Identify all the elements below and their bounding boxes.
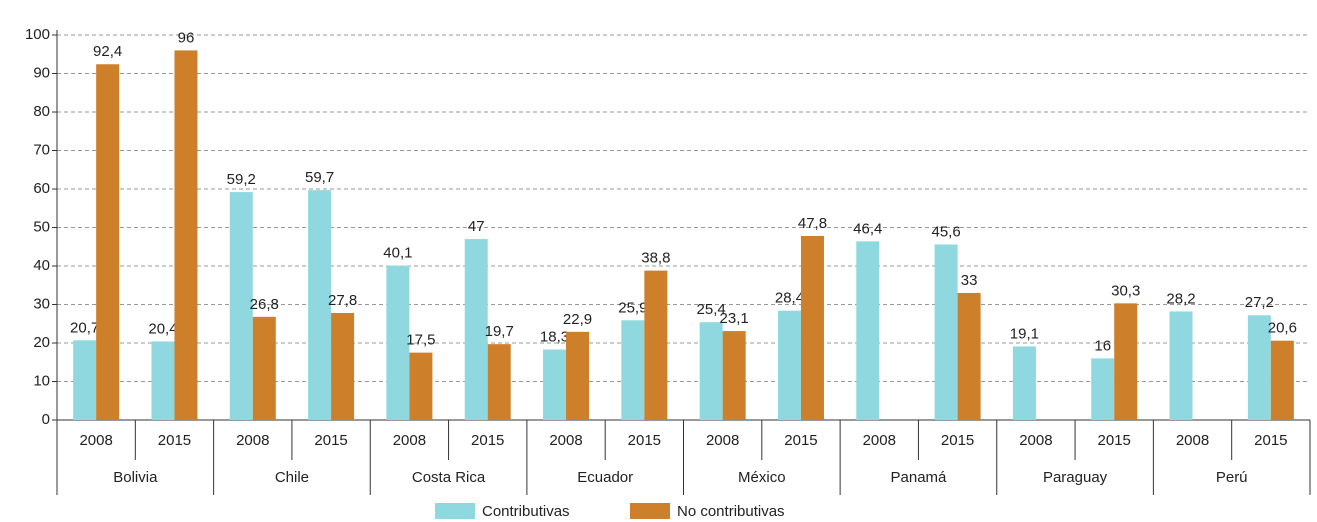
data-label: 45,6 <box>931 223 960 240</box>
data-label: 19,1 <box>1010 325 1039 342</box>
data-label: 40,1 <box>383 245 412 262</box>
data-label: 17,5 <box>406 332 435 349</box>
x-tick-label: 2008 <box>1019 432 1052 449</box>
y-tick-label: 90 <box>33 64 50 81</box>
x-tick-label: 2008 <box>863 432 896 449</box>
x-tick-label: 2015 <box>1254 432 1287 449</box>
legend-label: Contributivas <box>482 503 570 520</box>
data-label: 22,9 <box>563 311 592 328</box>
bar <box>1012 346 1036 420</box>
y-tick-label: 60 <box>33 180 50 197</box>
data-label: 27,2 <box>1245 294 1274 311</box>
bar <box>699 322 723 420</box>
y-tick-label: 20 <box>33 334 50 351</box>
x-tick-label: 2015 <box>314 432 347 449</box>
x-tick-label: 2008 <box>1176 432 1209 449</box>
y-tick-label: 50 <box>33 218 50 235</box>
data-label: 59,7 <box>305 169 334 186</box>
data-label: 19,7 <box>485 323 514 340</box>
x-tick-label: 2008 <box>79 432 112 449</box>
bar <box>800 235 824 420</box>
y-tick-label: 80 <box>33 103 50 120</box>
x-tick-label: 2008 <box>706 432 739 449</box>
bar <box>934 244 958 420</box>
bar <box>777 310 801 420</box>
bar <box>644 270 668 420</box>
bar <box>621 320 645 420</box>
data-label: 46,4 <box>853 220 882 237</box>
bar <box>856 241 880 420</box>
data-label: 59,2 <box>227 171 256 188</box>
data-label: 20,6 <box>1268 320 1297 337</box>
x-tick-label: 2015 <box>471 432 504 449</box>
bar <box>252 316 276 420</box>
legend-label: No contributivas <box>677 503 785 520</box>
group-label: Panamá <box>891 469 948 486</box>
bar <box>73 340 97 420</box>
y-tick-label: 30 <box>33 295 50 312</box>
x-tick-label: 2015 <box>158 432 191 449</box>
bar <box>543 349 567 420</box>
bar <box>308 190 332 420</box>
x-tick-label: 2008 <box>549 432 582 449</box>
data-label: 25,9 <box>618 299 647 316</box>
group-label: Paraguay <box>1043 469 1108 486</box>
data-label: 16 <box>1094 337 1111 354</box>
data-label: 20,7 <box>70 319 99 336</box>
bar <box>722 331 746 420</box>
bar <box>229 192 253 420</box>
legend-swatch <box>630 503 670 519</box>
group-label: Costa Rica <box>412 469 486 486</box>
data-label: 20,4 <box>148 320 177 337</box>
group-label: Perú <box>1216 469 1248 486</box>
bar <box>487 344 511 420</box>
x-tick-label: 2015 <box>628 432 661 449</box>
x-tick-label: 2008 <box>236 432 269 449</box>
bar <box>331 312 355 420</box>
group-label: Chile <box>275 469 309 486</box>
group-label: México <box>738 469 786 486</box>
group-label: Ecuador <box>577 469 633 486</box>
legend-swatch <box>435 503 475 519</box>
data-label: 47,8 <box>798 215 827 232</box>
data-label: 33 <box>961 272 978 289</box>
data-label: 28,2 <box>1166 290 1195 307</box>
bar <box>1270 340 1294 420</box>
bar <box>1169 311 1193 420</box>
y-tick-label: 70 <box>33 141 50 158</box>
y-tick-label: 10 <box>33 372 50 389</box>
data-label: 47 <box>468 218 485 235</box>
x-tick-label: 2015 <box>941 432 974 449</box>
bar <box>1091 358 1115 420</box>
bar <box>174 50 198 421</box>
bar <box>464 239 488 420</box>
data-label: 28,4 <box>775 290 804 307</box>
bar <box>386 265 410 420</box>
bar <box>409 352 433 420</box>
bar <box>1114 303 1138 420</box>
data-label: 27,8 <box>328 292 357 309</box>
x-tick-label: 2008 <box>393 432 426 449</box>
y-tick-label: 100 <box>25 26 50 43</box>
data-label: 38,8 <box>641 250 670 267</box>
data-label: 23,1 <box>720 310 749 327</box>
bar <box>957 292 981 420</box>
data-label: 25,4 <box>697 301 726 318</box>
data-label: 92,4 <box>93 43 122 60</box>
y-tick-label: 40 <box>33 257 50 274</box>
data-label: 30,3 <box>1111 282 1140 299</box>
data-label: 96 <box>178 29 195 46</box>
bar <box>151 341 175 420</box>
y-tick-label: 0 <box>42 411 50 428</box>
x-tick-label: 2015 <box>1098 432 1131 449</box>
x-tick-label: 2015 <box>784 432 817 449</box>
data-label: 18,3 <box>540 329 569 346</box>
group-label: Bolivia <box>113 469 158 486</box>
bar <box>96 64 120 420</box>
data-label: 26,8 <box>250 296 279 313</box>
bar <box>566 331 590 420</box>
bar <box>1247 315 1271 420</box>
